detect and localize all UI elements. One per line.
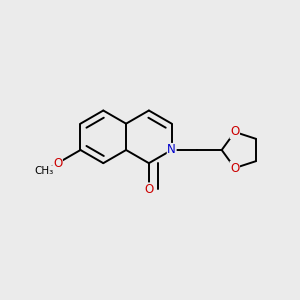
Text: O: O: [230, 161, 239, 175]
Text: N: N: [167, 143, 176, 157]
Text: O: O: [53, 157, 62, 170]
Text: CH₃: CH₃: [34, 166, 54, 176]
Text: O: O: [230, 125, 239, 139]
Text: O: O: [40, 166, 48, 176]
Text: O: O: [144, 183, 154, 196]
